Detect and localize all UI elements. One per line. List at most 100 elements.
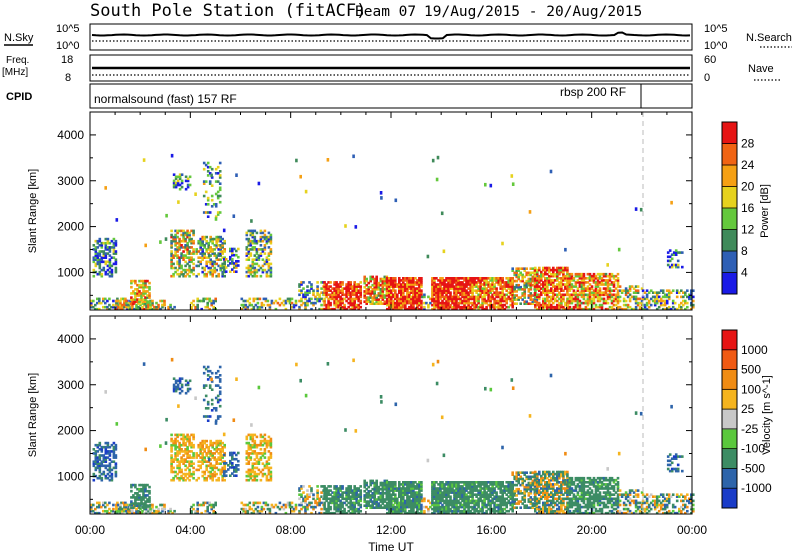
velocity-cell bbox=[349, 503, 352, 507]
power-cell bbox=[542, 305, 545, 309]
station-title: South Pole Station (fitACF) bbox=[90, 1, 366, 21]
power-cell bbox=[578, 303, 582, 307]
power-cell bbox=[427, 295, 430, 299]
velocity-cell bbox=[251, 462, 255, 465]
power-cell bbox=[610, 283, 614, 286]
power-cell bbox=[259, 248, 263, 251]
velocity-cell bbox=[216, 369, 220, 373]
power-cell bbox=[373, 288, 376, 291]
velocity-cell bbox=[104, 505, 107, 509]
velocity-cell bbox=[218, 386, 222, 389]
power-cell bbox=[412, 295, 415, 299]
power-cell bbox=[457, 289, 460, 292]
power-cell bbox=[544, 303, 547, 307]
power-cell bbox=[586, 289, 590, 292]
velocity-cell bbox=[106, 445, 110, 449]
power-cell bbox=[437, 305, 440, 309]
power-cell bbox=[671, 299, 675, 303]
power-cell bbox=[385, 275, 389, 279]
power-cell bbox=[612, 307, 616, 311]
velocity-cell bbox=[245, 458, 249, 461]
power-cell bbox=[318, 299, 321, 303]
power-cell bbox=[149, 303, 152, 307]
power-cell bbox=[96, 246, 100, 249]
velocity-cell bbox=[188, 387, 192, 391]
power-cell bbox=[208, 180, 212, 183]
power-cell bbox=[548, 266, 551, 270]
velocity-cell bbox=[188, 437, 191, 441]
power-cell bbox=[106, 252, 110, 255]
velocity-cell bbox=[390, 493, 393, 496]
power-cell bbox=[612, 299, 616, 303]
power-cell bbox=[224, 266, 228, 269]
power-cell bbox=[517, 277, 520, 281]
velocity-cell bbox=[148, 496, 151, 499]
power-cell bbox=[180, 229, 183, 233]
velocity-cell bbox=[365, 504, 368, 507]
power-cell bbox=[186, 231, 189, 235]
power-cell bbox=[253, 229, 257, 233]
power-cell bbox=[665, 293, 669, 297]
power-cell bbox=[643, 307, 647, 311]
velocity-cell bbox=[392, 483, 395, 486]
velocity-cell bbox=[377, 496, 381, 499]
power-cell bbox=[515, 279, 518, 283]
power-cell bbox=[641, 297, 645, 301]
velocity-cell bbox=[406, 495, 409, 498]
power-cell bbox=[586, 281, 590, 284]
power-cell bbox=[262, 297, 266, 301]
velocity-cell bbox=[253, 433, 257, 437]
velocity-cell bbox=[106, 441, 110, 445]
velocity-cell bbox=[388, 481, 391, 484]
velocity-cell bbox=[180, 437, 183, 441]
power-cell bbox=[269, 248, 273, 251]
power-cell bbox=[495, 305, 498, 309]
power-cell bbox=[418, 287, 421, 290]
velocity-cell bbox=[192, 435, 195, 439]
velocity-cell bbox=[106, 464, 110, 468]
power-cell bbox=[546, 303, 549, 307]
power-cell bbox=[453, 293, 456, 297]
power-cell bbox=[582, 289, 586, 292]
power-cell bbox=[268, 307, 272, 311]
power-cell bbox=[469, 285, 472, 288]
power-cell bbox=[211, 237, 214, 241]
velocity-cell bbox=[371, 479, 374, 483]
power-cell bbox=[469, 307, 472, 311]
velocity-cell bbox=[206, 415, 210, 418]
power-cell bbox=[351, 285, 354, 288]
power-cell bbox=[437, 293, 440, 297]
power-cell bbox=[574, 274, 578, 278]
velocity-cell bbox=[314, 499, 317, 503]
velocity-cell bbox=[211, 441, 214, 445]
power-cell bbox=[580, 279, 584, 282]
power-cell bbox=[533, 288, 537, 291]
velocity-cell bbox=[119, 503, 122, 507]
velocity-cell bbox=[290, 505, 294, 509]
velocity-cell bbox=[174, 385, 178, 389]
power-cell bbox=[663, 307, 667, 311]
power-cell bbox=[245, 231, 249, 235]
velocity-cell bbox=[206, 402, 210, 406]
velocity-cell bbox=[180, 458, 183, 461]
power-cell bbox=[566, 291, 569, 294]
power-cell bbox=[550, 305, 553, 309]
power-cell bbox=[351, 289, 354, 292]
velocity-cell bbox=[134, 496, 137, 499]
power-cell bbox=[396, 299, 399, 303]
power-cell bbox=[102, 299, 105, 303]
velocity-cell bbox=[231, 457, 234, 461]
velocity-cell bbox=[96, 505, 99, 509]
velocity-cell bbox=[404, 483, 407, 486]
power-cell bbox=[203, 254, 206, 257]
power-cell bbox=[418, 277, 421, 280]
velocity-cell bbox=[402, 499, 405, 503]
velocity-cell bbox=[251, 435, 255, 439]
velocity-cell bbox=[121, 507, 124, 511]
velocity-cell bbox=[406, 483, 409, 486]
power-cell bbox=[196, 297, 199, 301]
velocity-cell bbox=[231, 455, 234, 459]
power-cell bbox=[386, 303, 389, 307]
power-cell bbox=[98, 299, 101, 303]
velocity-cell bbox=[386, 505, 389, 509]
